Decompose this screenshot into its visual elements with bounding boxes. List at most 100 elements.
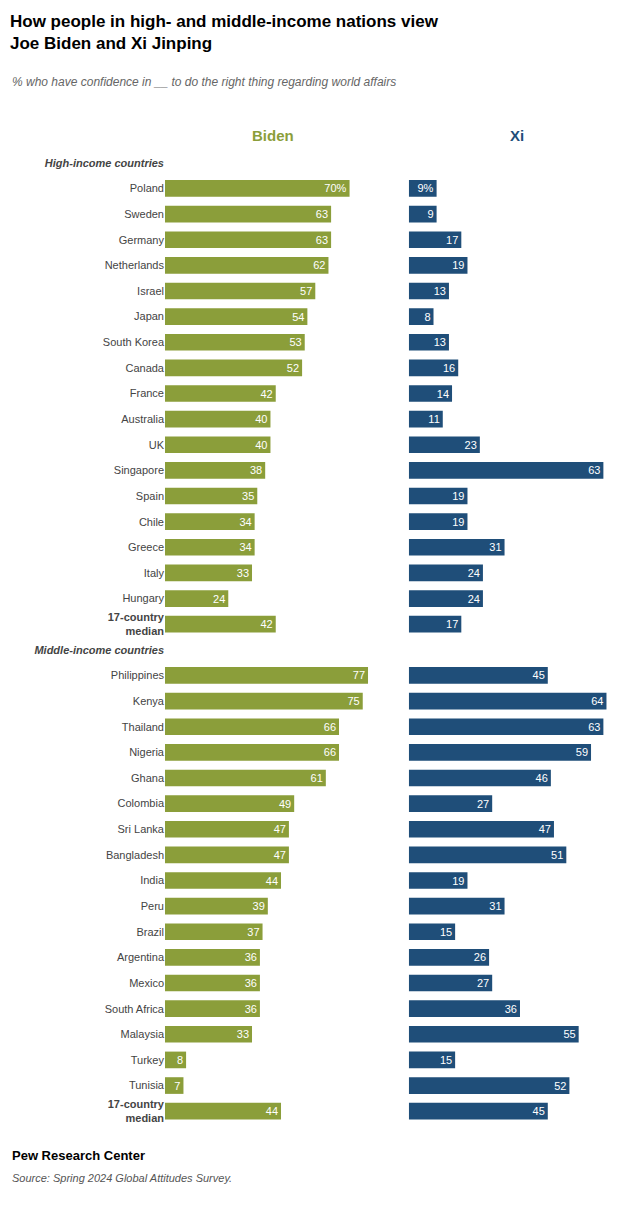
svg-text:19: 19 [452,259,464,271]
svg-text:44: 44 [266,875,278,887]
svg-text:South Korea: South Korea [103,336,165,348]
svg-text:34: 34 [239,516,251,528]
svg-text:Colombia: Colombia [118,797,165,809]
svg-text:42: 42 [260,388,272,400]
svg-text:63: 63 [316,234,328,246]
svg-text:37: 37 [247,926,259,938]
svg-text:64: 64 [591,695,603,707]
svg-text:31: 31 [489,900,501,912]
svg-text:36: 36 [245,951,257,963]
svg-text:23: 23 [465,439,477,451]
svg-text:High-income countries: High-income countries [45,157,164,169]
svg-text:33: 33 [237,567,249,579]
svg-text:47: 47 [274,849,286,861]
svg-text:66: 66 [324,721,336,733]
svg-text:61: 61 [311,772,323,784]
svg-text:Mexico: Mexico [129,977,164,989]
svg-text:Turkey: Turkey [131,1054,165,1066]
svg-text:Netherlands: Netherlands [105,259,165,271]
svg-text:17-countrymedian: 17-countrymedian [108,611,165,637]
svg-text:Biden: Biden [252,127,294,144]
svg-text:South Africa: South Africa [105,1003,165,1015]
svg-text:26: 26 [474,951,486,963]
svg-text:33: 33 [237,1028,249,1040]
svg-text:Sweden: Sweden [124,208,164,220]
svg-text:16: 16 [443,362,455,374]
svg-text:47: 47 [539,823,551,835]
svg-text:24: 24 [213,593,225,605]
svg-text:UK: UK [149,439,165,451]
svg-text:Israel: Israel [137,285,164,297]
svg-text:36: 36 [245,1003,257,1015]
svg-text:% who have confidence in __ to: % who have confidence in __ to do the ri… [12,75,396,89]
svg-text:45: 45 [533,669,545,681]
svg-text:Nigeria: Nigeria [129,746,165,758]
svg-text:40: 40 [255,439,267,451]
svg-text:53: 53 [289,336,301,348]
svg-text:17-countrymedian: 17-countrymedian [108,1098,165,1124]
svg-text:17: 17 [446,618,458,630]
svg-text:59: 59 [576,746,588,758]
svg-text:9%: 9% [417,182,433,194]
svg-text:19: 19 [452,875,464,887]
svg-text:Italy: Italy [144,567,165,579]
svg-text:Ghana: Ghana [131,772,165,784]
svg-text:15: 15 [440,1054,452,1066]
svg-text:19: 19 [452,490,464,502]
svg-text:Malaysia: Malaysia [121,1028,165,1040]
svg-text:8: 8 [424,311,430,323]
svg-text:24: 24 [468,593,480,605]
svg-text:70%: 70% [324,182,346,194]
svg-text:63: 63 [316,208,328,220]
svg-text:36: 36 [505,1003,517,1015]
svg-text:38: 38 [250,464,262,476]
svg-text:63: 63 [588,464,600,476]
svg-text:13: 13 [434,285,446,297]
svg-text:Kenya: Kenya [133,695,165,707]
svg-text:42: 42 [260,618,272,630]
svg-text:Japan: Japan [134,310,164,322]
svg-text:France: France [130,387,164,399]
svg-text:Argentina: Argentina [117,951,165,963]
svg-text:11: 11 [428,413,439,425]
svg-text:Greece: Greece [128,541,164,553]
svg-text:44: 44 [266,1105,278,1117]
svg-text:India: India [140,874,165,886]
svg-text:17: 17 [446,234,458,246]
svg-text:63: 63 [588,721,600,733]
svg-text:Australia: Australia [121,413,165,425]
svg-text:66: 66 [324,746,336,758]
svg-text:7: 7 [174,1080,180,1092]
svg-text:47: 47 [274,823,286,835]
svg-text:40: 40 [255,413,267,425]
svg-text:Brazil: Brazil [136,926,164,938]
svg-text:Chile: Chile [139,516,164,528]
svg-text:Tunisia: Tunisia [129,1079,165,1091]
svg-text:31: 31 [489,541,501,553]
svg-text:75: 75 [347,695,359,707]
svg-text:9: 9 [427,208,433,220]
svg-text:Xi: Xi [510,127,524,144]
svg-text:19: 19 [452,516,464,528]
svg-text:51: 51 [551,849,563,861]
svg-text:Spain: Spain [136,490,164,502]
svg-text:Poland: Poland [130,182,164,194]
svg-text:8: 8 [177,1054,183,1066]
svg-text:35: 35 [242,490,254,502]
svg-text:39: 39 [253,900,265,912]
svg-text:34: 34 [239,541,251,553]
svg-text:49: 49 [279,798,291,810]
svg-text:27: 27 [477,977,489,989]
svg-text:Thailand: Thailand [122,721,164,733]
svg-text:52: 52 [554,1080,566,1092]
svg-text:57: 57 [300,285,312,297]
svg-text:55: 55 [563,1028,575,1040]
svg-text:Germany: Germany [119,234,165,246]
svg-text:Middle-income countries: Middle-income countries [34,644,164,656]
svg-text:Peru: Peru [141,900,164,912]
svg-text:Singapore: Singapore [114,464,164,476]
svg-text:Hungary: Hungary [122,592,164,604]
svg-text:54: 54 [292,311,304,323]
svg-text:62: 62 [313,259,325,271]
svg-text:How people in high- and middle: How people in high- and middle-income na… [10,12,439,53]
